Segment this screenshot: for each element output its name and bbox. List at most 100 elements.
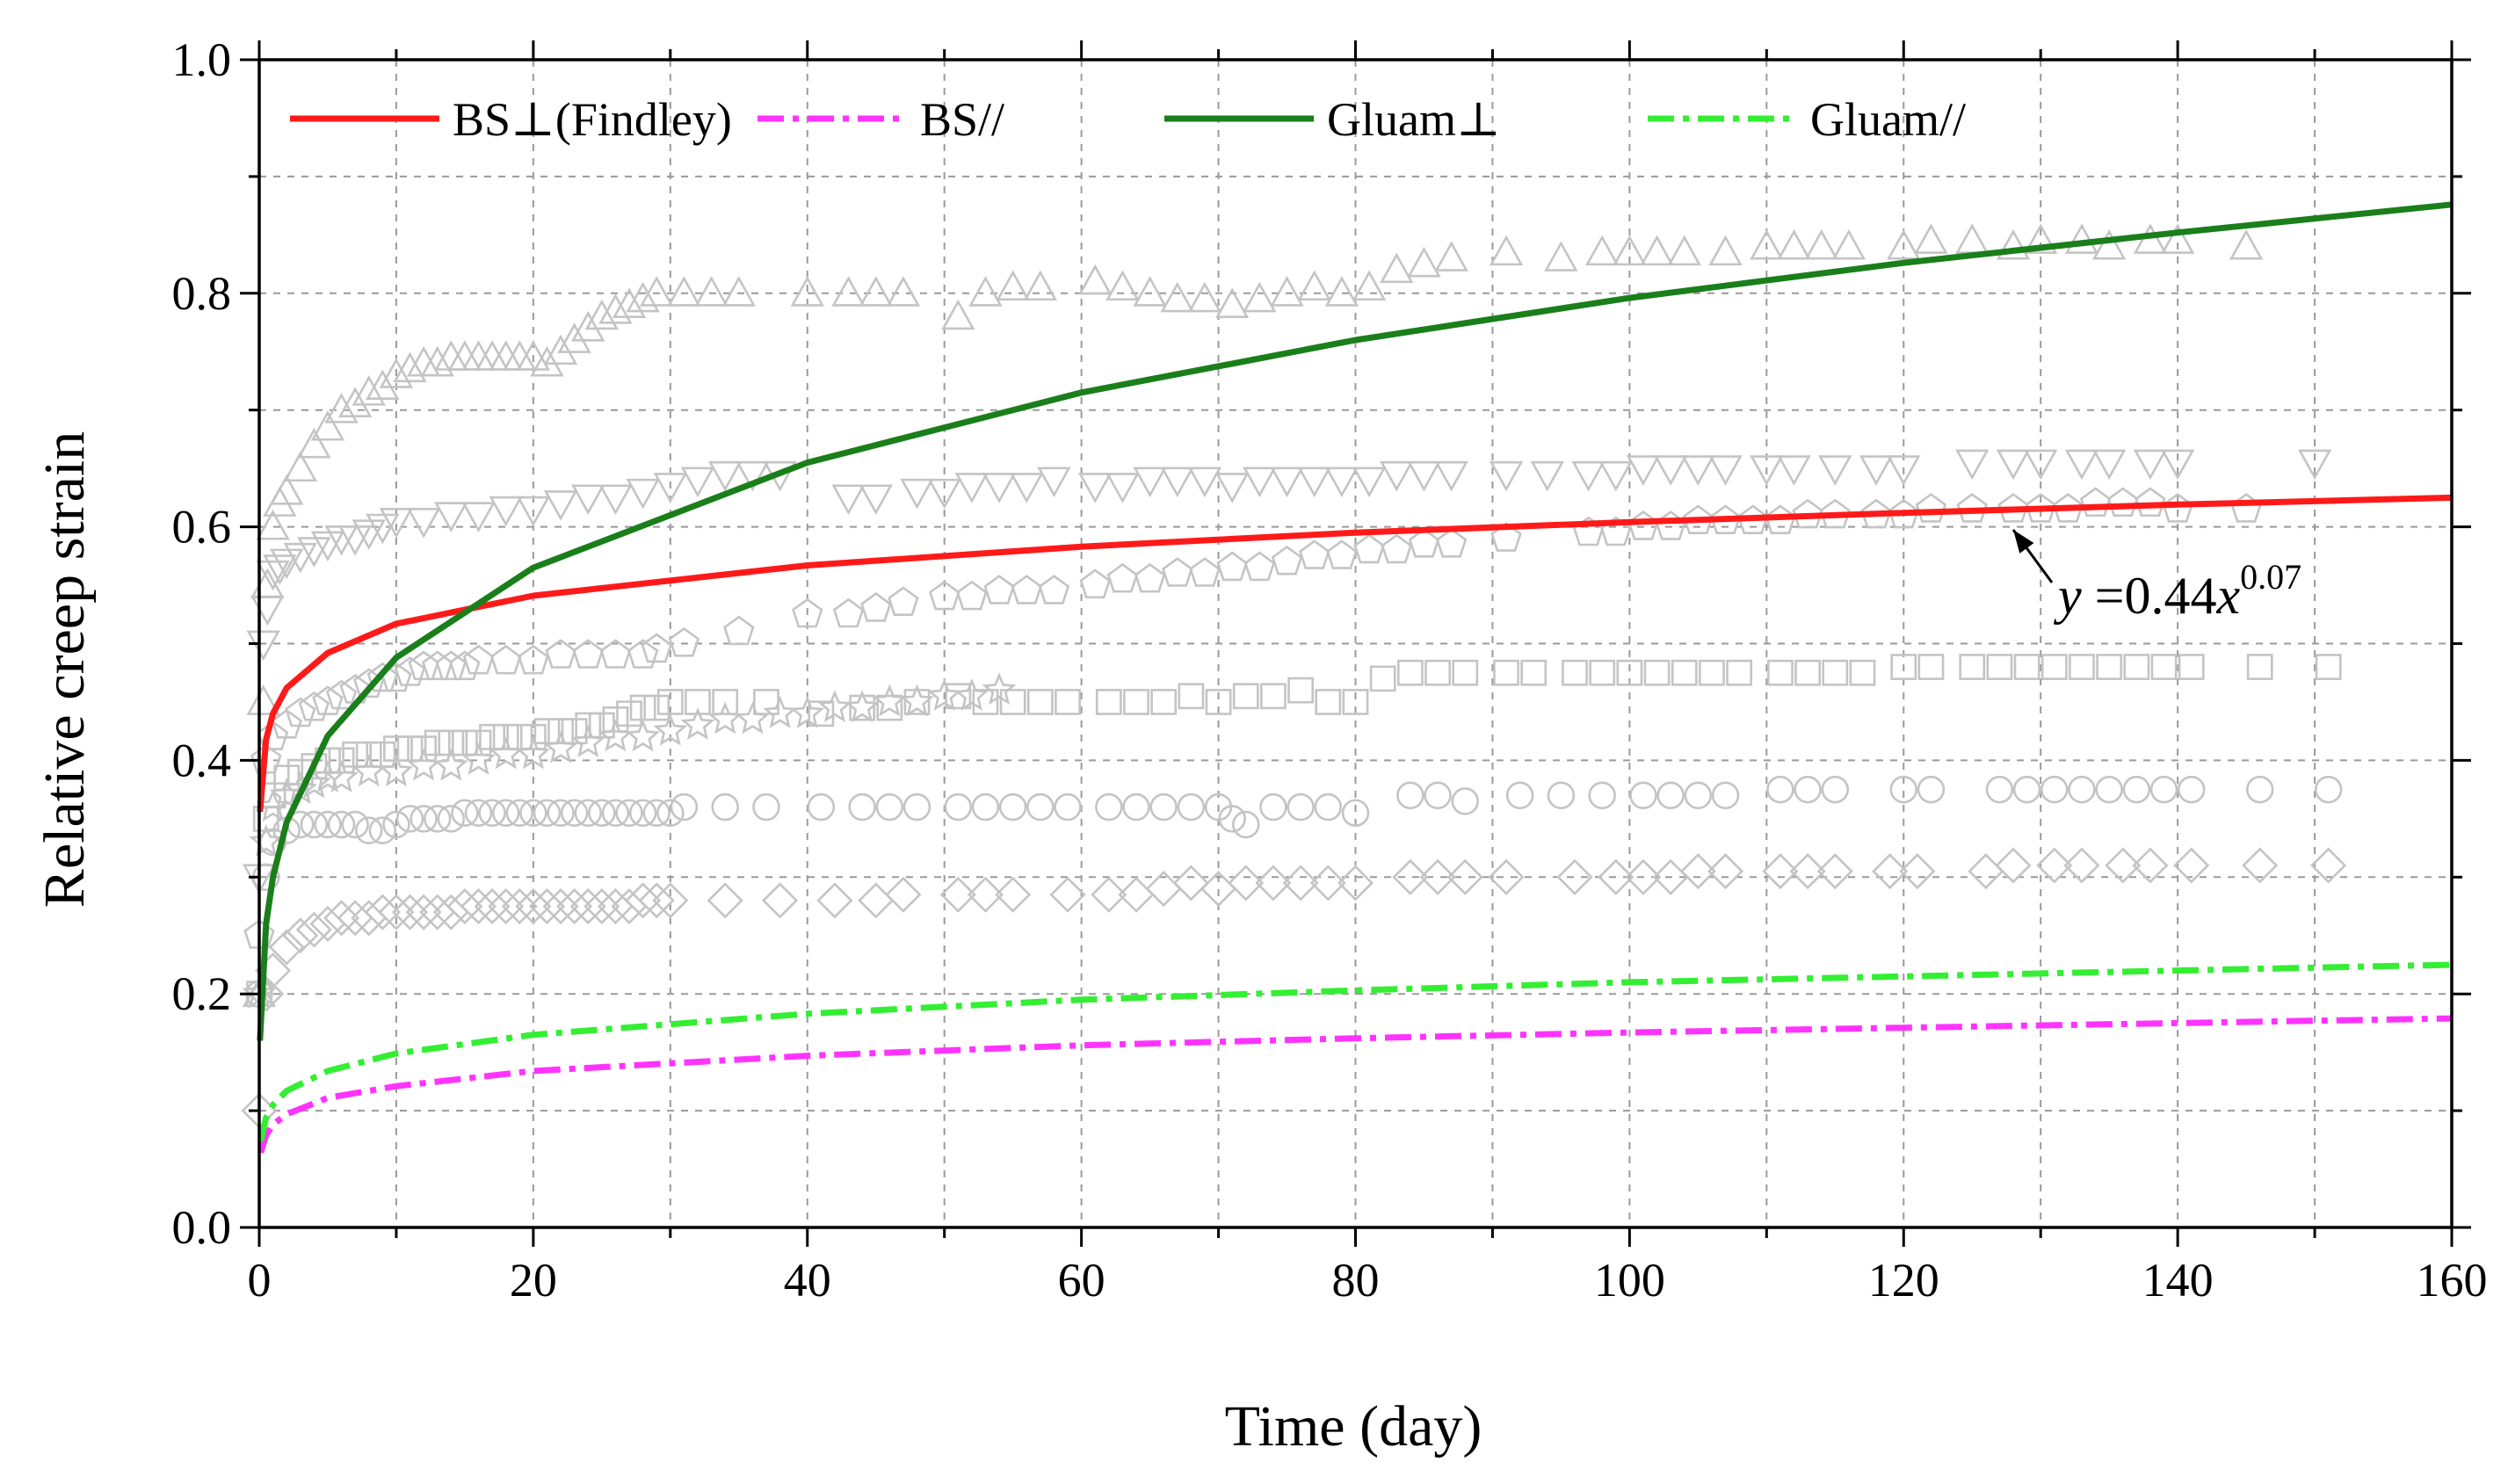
equation-annotation: y =0.44x0.07 [2011,529,2301,625]
marker-triangle-up [1214,287,1250,318]
marker-pentagon [1888,498,1919,529]
marker-triangle-up [256,509,290,540]
marker-star [872,684,907,717]
marker-triangle-down [1133,467,1167,498]
marker-square [972,689,999,715]
marker-triangle-down [1996,449,2031,481]
marker-pentagon [408,650,439,681]
marker-triangle-down [1708,455,1743,486]
marker-circle [642,799,670,827]
marker-pentagon [627,639,659,669]
marker-square [1369,665,1396,692]
marker-triangle-down [337,525,373,556]
marker-square [1260,683,1287,710]
marker-triangle-down [1859,455,1894,486]
marker-pentagon [298,691,330,721]
marker-triangle-up [1434,241,1468,271]
marker-circle [1259,793,1287,822]
marker-circle [1588,781,1616,810]
marker-pentagon [668,626,700,657]
marker-diamond [378,894,415,930]
marker-pentagon [2025,493,2056,523]
marker-circle [2040,775,2069,804]
marker-triangle-up [1777,228,1811,260]
marker-pentagon [518,644,549,675]
marker-triangle-down [1571,460,1606,492]
marker-triangle-up [2160,223,2195,254]
marker-diamond [446,887,483,925]
marker-circle [670,793,699,822]
marker-diamond [1337,865,1374,901]
marker-diamond [2036,847,2073,884]
marker-circle [478,799,506,827]
marker-triangle-up [859,276,893,307]
marker-circle [601,799,630,827]
marker-diamond [1762,853,1799,890]
marker-circle [2095,775,2123,804]
marker-triangle-up [1133,276,1167,307]
marker-square [424,729,451,756]
series-line [257,1015,2453,1154]
marker-star [653,713,688,746]
marker-triangle-up [1887,228,1921,260]
y-tick-label: 0.4 [172,734,232,786]
marker-pentagon [2079,487,2112,518]
marker-triangle-up [530,345,564,377]
marker-star [461,742,496,775]
marker-triangle-up [571,310,605,342]
marker-square [1822,659,1849,686]
marker-triangle-down [1777,455,1811,486]
marker-square [2150,654,2178,680]
marker-triangle-down [1160,467,1194,498]
marker-triangle-down [434,502,468,532]
marker-diamond [295,911,332,948]
marker-diamond [1872,853,1909,890]
equation-label: y =0.44x0.07 [2053,557,2301,625]
marker-triangle-down [1010,473,1044,503]
marker-triangle-up [337,387,373,417]
marker-triangle-up [393,351,427,383]
marker-diamond [1228,865,1265,901]
marker-star [352,754,387,787]
marker-square [547,718,574,745]
marker-diamond [1419,858,1456,895]
marker-diamond [248,975,285,1012]
marker-square [643,694,670,721]
marker-circle [1026,793,1055,822]
marker-diamond [762,882,799,919]
marker-triangle-up [366,369,400,401]
marker-triangle-up [324,393,359,423]
marker-diamond [501,887,538,925]
marker-diamond [1488,858,1525,895]
marker-triangle-down [927,478,961,510]
marker-star [790,695,825,728]
marker-star [598,719,633,752]
marker-triangle-up [667,276,701,307]
marker-triangle-down [626,478,660,510]
marker-triangle-up [2229,228,2264,260]
marker-square [903,689,931,715]
marker-square [1424,659,1451,686]
marker-triangle-down [653,473,688,503]
marker-triangle-down [2133,449,2168,481]
marker-triangle-up [379,358,414,388]
marker-star [763,695,797,728]
marker-pentagon [1189,557,1221,587]
marker-star [680,707,715,741]
marker-triangle-up [612,287,647,318]
legend: BS⊥(Findley) BS// Gluam⊥ Gluam// [290,93,1966,146]
marker-triangle-up [694,276,728,307]
y-tick-label: 0.8 [172,267,232,320]
marker-square [383,735,410,763]
marker-triangle-up [1831,228,1867,260]
marker-diamond [1309,865,1346,901]
marker-square [1493,659,1519,686]
marker-circle [1314,793,1343,822]
marker-triangle-down [406,508,441,539]
legend-label: Gluam// [1810,93,1966,146]
marker-diamond [556,887,593,925]
marker-triangle-down [2091,449,2127,481]
marker-triangle-down [246,630,280,662]
marker-pentagon [1216,551,1248,582]
marker-square [1178,683,1205,710]
